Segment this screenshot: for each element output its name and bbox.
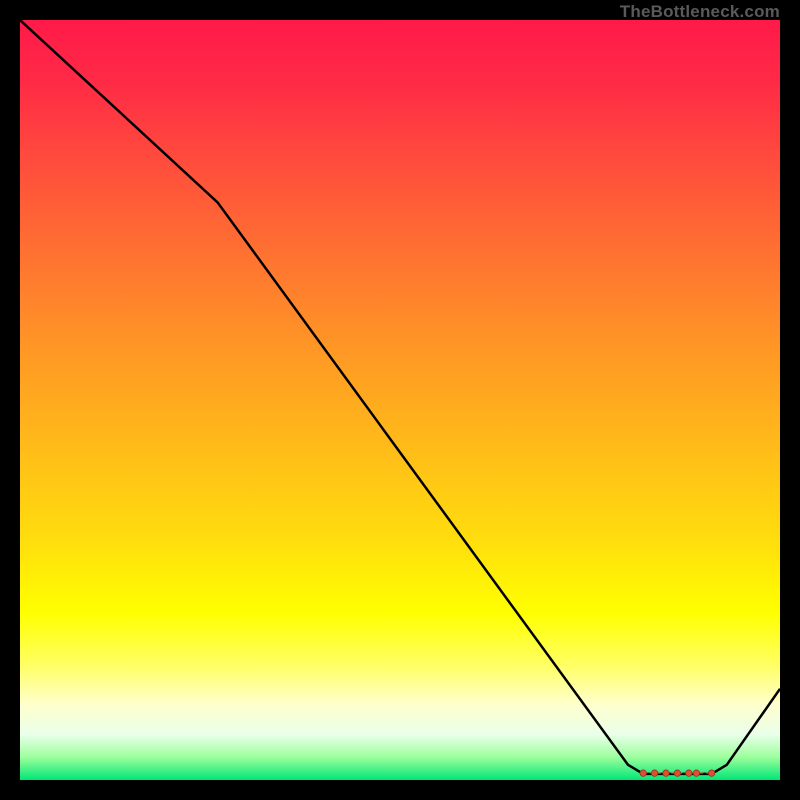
chart-container: TheBottleneck.com <box>0 0 800 800</box>
marker-point <box>663 770 669 776</box>
marker-point <box>674 770 680 776</box>
marker-point <box>640 770 646 776</box>
marker-point <box>708 770 714 776</box>
marker-point <box>686 770 692 776</box>
marker-point <box>651 770 657 776</box>
chart-overlay <box>20 20 780 780</box>
watermark-text: TheBottleneck.com <box>620 2 780 22</box>
plot-area <box>20 20 780 780</box>
marker-point <box>693 770 699 776</box>
main-line-series <box>20 20 780 774</box>
